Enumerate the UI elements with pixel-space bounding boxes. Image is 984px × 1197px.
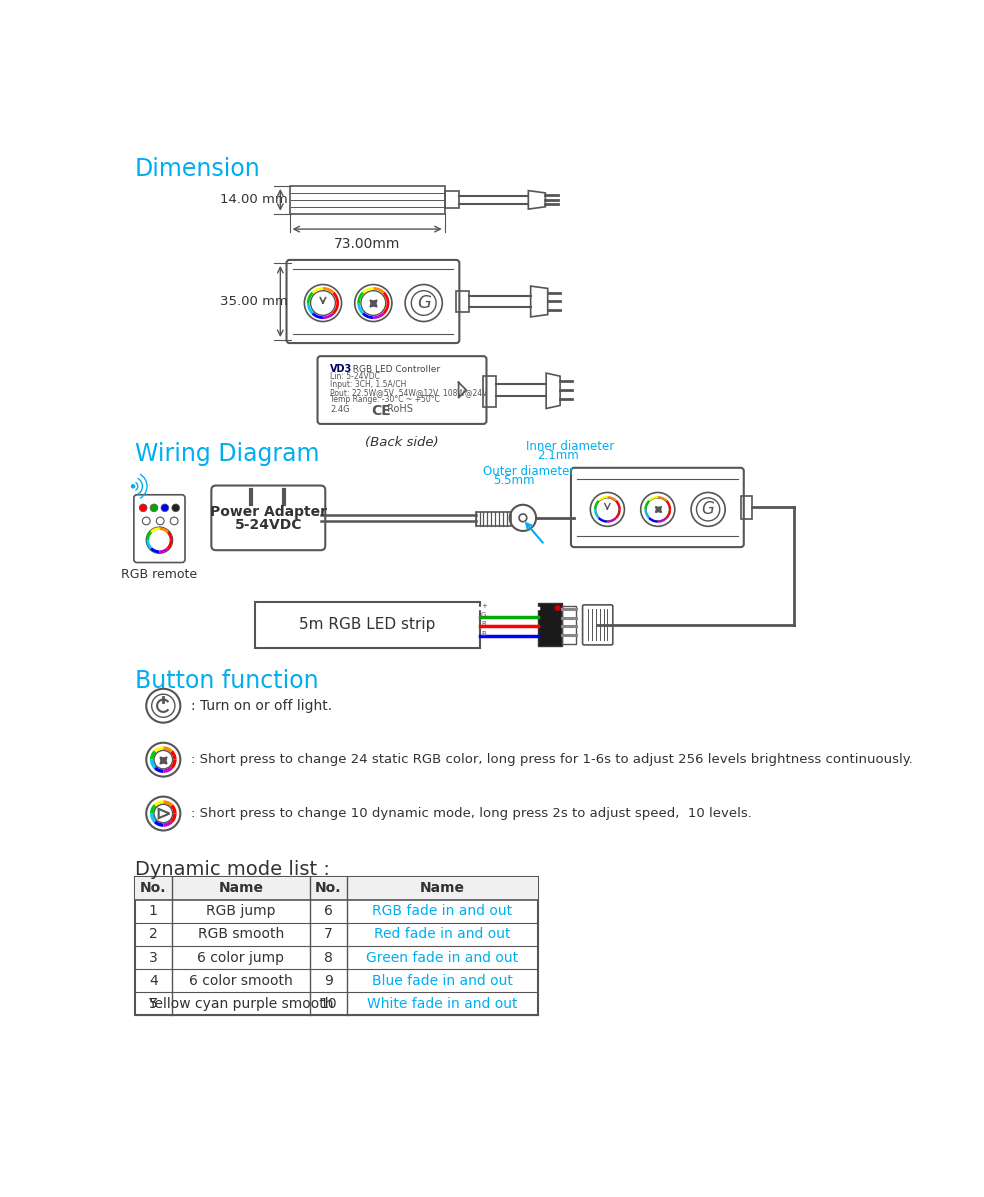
Text: 2.1mm: 2.1mm [537,449,580,462]
Text: G: G [416,294,431,312]
Text: R: R [481,621,486,627]
Text: Power Adapter: Power Adapter [210,505,327,518]
Text: White fade in and out: White fade in and out [367,997,518,1010]
Text: 2: 2 [149,928,157,941]
Text: No.: No. [315,881,341,895]
Text: 5.5mm: 5.5mm [493,474,534,487]
Text: 10: 10 [320,997,338,1010]
Text: +: + [481,603,487,609]
Text: Button function: Button function [135,669,318,693]
Text: 2.4G: 2.4G [330,405,349,414]
Text: 14.00 mm: 14.00 mm [219,194,287,206]
Text: 1: 1 [149,904,157,918]
Text: 73.00mm: 73.00mm [334,237,400,251]
Text: Name: Name [218,881,264,895]
Circle shape [172,504,179,511]
Text: Red fade in and out: Red fade in and out [374,928,511,941]
Text: Dimension: Dimension [135,158,261,182]
Text: Blue fade in and out: Blue fade in and out [372,973,513,988]
Text: 8: 8 [324,950,333,965]
Text: Lin: 5-24VDC: Lin: 5-24VDC [330,372,380,382]
Text: Name: Name [420,881,464,895]
Circle shape [555,604,561,610]
Circle shape [161,504,168,511]
Text: 3: 3 [149,950,157,965]
Text: : Short press to change 24 static RGB color, long press for 1-6s to adjust 256 l: : Short press to change 24 static RGB co… [191,753,913,766]
Text: (Back side): (Back side) [365,436,439,449]
Text: Pout: 22.5W@5V  54W@12V  108W@24V: Pout: 22.5W@5V 54W@12V 108W@24V [330,388,487,396]
Text: Dynamic mode list :: Dynamic mode list : [135,859,330,879]
Text: Outer diameter: Outer diameter [483,464,575,478]
Text: RGB smooth: RGB smooth [198,928,284,941]
Circle shape [132,485,135,488]
Text: G: G [702,500,714,518]
Text: 7: 7 [324,928,333,941]
Text: G: G [481,612,486,618]
Text: 6: 6 [324,904,333,918]
Text: Input: 3CH, 1.5A/CH: Input: 3CH, 1.5A/CH [330,379,406,389]
Text: 5m RGB LED strip: 5m RGB LED strip [299,618,435,632]
Text: Wiring Diagram: Wiring Diagram [135,443,319,467]
Text: 6 color smooth: 6 color smooth [189,973,292,988]
Text: 5: 5 [149,997,157,1010]
Text: Temp Range: -30°C ~ +50°C: Temp Range: -30°C ~ +50°C [330,395,440,405]
Text: : Turn on or off light.: : Turn on or off light. [191,699,333,712]
Circle shape [140,504,147,511]
Text: CE: CE [371,403,391,418]
Text: 5-24VDC: 5-24VDC [234,518,302,531]
Text: RGB LED Controller: RGB LED Controller [347,365,440,373]
Text: Inner diameter: Inner diameter [526,440,614,454]
Polygon shape [135,876,537,900]
Text: : Short press to change 10 dynamic mode, long press 2s to adjust speed,  10 leve: : Short press to change 10 dynamic mode,… [191,807,752,820]
Text: Yellow cyan purple smooth: Yellow cyan purple smooth [148,997,334,1010]
Text: Green fade in and out: Green fade in and out [366,950,519,965]
Text: RGB jump: RGB jump [206,904,276,918]
Text: 35.00 mm: 35.00 mm [219,294,287,308]
Text: VD3: VD3 [330,364,352,373]
Text: No.: No. [140,881,166,895]
Circle shape [151,504,157,511]
Text: RoHS: RoHS [387,403,412,414]
Text: RGB fade in and out: RGB fade in and out [372,904,513,918]
Text: 4: 4 [149,973,157,988]
Text: B: B [481,631,486,637]
Text: RGB remote: RGB remote [121,567,198,581]
Text: 6 color jump: 6 color jump [198,950,284,965]
Polygon shape [537,603,563,646]
Text: 9: 9 [324,973,333,988]
